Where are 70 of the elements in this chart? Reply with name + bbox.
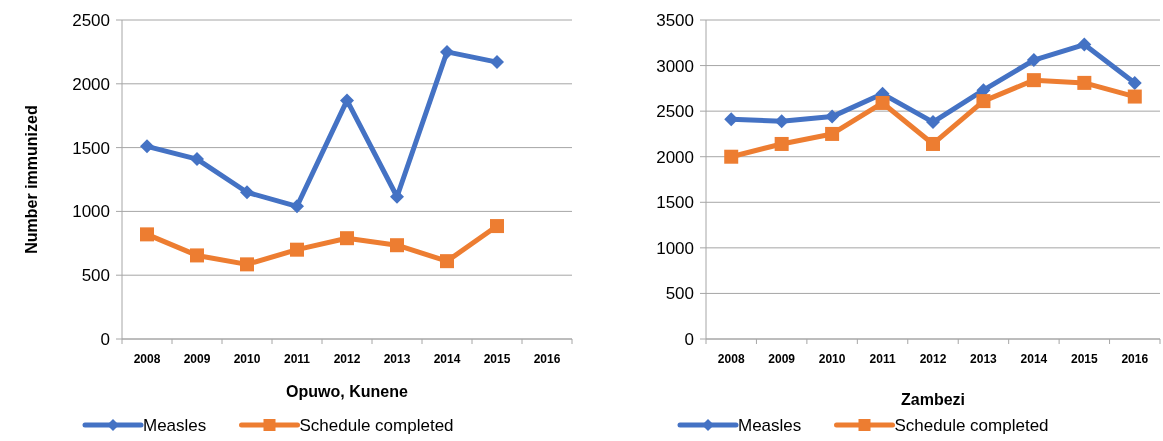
point (290, 199, 304, 214)
legend-label: Measles (738, 415, 802, 435)
x-tick-label: 2011 (869, 352, 896, 366)
y-tick-label: 1000 (656, 238, 694, 258)
legend-label: Schedule completed (299, 415, 454, 435)
point (825, 126, 840, 141)
x-axis-title: Opuwo, Kunene (286, 383, 408, 400)
y-tick-label: 3500 (656, 10, 694, 30)
y-tick-label: 2000 (656, 147, 694, 167)
x-tick-label: 2008 (133, 352, 161, 366)
y-tick-label: 1500 (656, 193, 694, 213)
point (490, 55, 504, 70)
y-tick-label: 2500 (72, 10, 110, 30)
point (1026, 73, 1041, 88)
x-tick-label: 2016 (533, 352, 561, 366)
point (724, 149, 739, 164)
point (976, 94, 991, 109)
x-tick-label: 2015 (483, 352, 511, 366)
point (1127, 89, 1142, 104)
x-tick-label: 2009 (768, 352, 796, 366)
x-axis-title: Zambezi (900, 391, 966, 408)
legend-label: Measles (143, 415, 207, 435)
y-tick-label: 2000 (72, 74, 110, 94)
point (190, 248, 204, 263)
y-tick-label: 500 (81, 266, 110, 286)
point (1127, 75, 1142, 90)
x-tick-label: 2012 (919, 352, 947, 366)
point (340, 93, 354, 108)
y-tick-label: 500 (665, 284, 694, 304)
point (240, 185, 254, 200)
legend-label: Schedule completed (894, 415, 1049, 435)
x-tick-label: 2009 (183, 352, 211, 366)
x-tick-label: 2013 (970, 352, 998, 366)
point (240, 257, 254, 272)
point (490, 219, 504, 234)
x-tick-label: 2011 (283, 352, 311, 366)
point (440, 44, 454, 59)
point (290, 242, 304, 257)
point (875, 95, 890, 110)
point (190, 152, 204, 167)
point (926, 115, 940, 130)
point (825, 109, 840, 124)
point (440, 254, 454, 269)
y-tick-label: 3000 (656, 56, 694, 76)
point (1026, 53, 1041, 68)
x-tick-label: 2014 (1020, 352, 1048, 366)
y-tick-label: 2500 (656, 102, 694, 122)
y-tick-label: 1000 (72, 202, 110, 222)
x-tick-label: 2016 (1121, 352, 1149, 366)
x-tick-label: 2014 (433, 352, 461, 366)
y-tick-label: 0 (100, 329, 110, 349)
x-tick-label: 2015 (1070, 352, 1098, 366)
y-tick-label: 0 (684, 329, 694, 349)
point (390, 189, 404, 204)
point (774, 136, 789, 151)
x-tick-label: 2008 (717, 352, 745, 366)
y-tick-label: 1500 (72, 138, 110, 158)
point (140, 227, 154, 242)
point (140, 139, 154, 154)
point (926, 136, 940, 151)
x-tick-label: 2012 (333, 352, 361, 366)
x-tick-label: 2013 (383, 352, 411, 366)
point (774, 114, 789, 129)
point (1077, 37, 1092, 52)
point (1077, 75, 1092, 90)
point (390, 238, 404, 253)
x-tick-label: 2010 (233, 352, 261, 366)
y-axis-title: Number immunized (23, 105, 40, 254)
point (340, 231, 354, 246)
x-tick-label: 2010 (818, 352, 846, 366)
